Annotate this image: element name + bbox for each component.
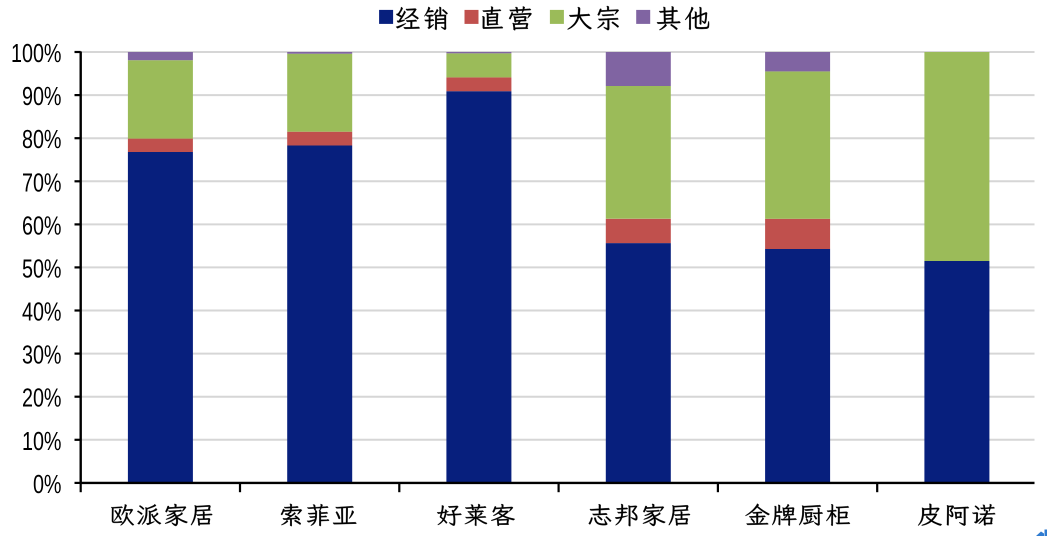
svg-text:10%: 10% [22,426,62,455]
svg-text:80%: 80% [22,125,62,154]
svg-text:50%: 50% [22,254,62,283]
svg-text:20%: 20% [22,383,62,412]
svg-text:40%: 40% [22,297,62,326]
svg-text:0%: 0% [33,469,62,498]
svg-text:100%: 100% [11,38,62,67]
svg-text:60%: 60% [22,211,62,240]
svg-text:30%: 30% [22,340,62,369]
svg-text:70%: 70% [22,168,62,197]
svg-text:90%: 90% [22,81,62,110]
